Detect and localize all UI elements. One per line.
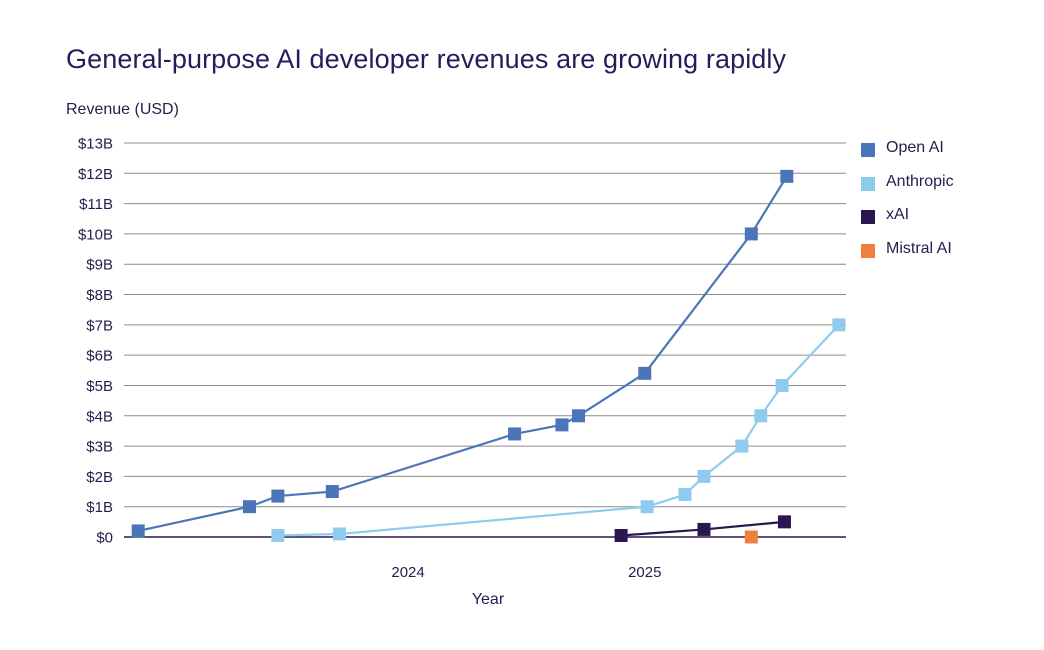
- legend-label: Anthropic: [886, 172, 954, 190]
- data-point-open-ai: [555, 418, 569, 432]
- legend-label: Open AI: [886, 139, 944, 156]
- x-tick-label: 2024: [391, 564, 424, 581]
- data-point-open-ai: [572, 409, 586, 423]
- data-point-open-ai: [271, 489, 285, 503]
- data-point-open-ai: [638, 366, 652, 380]
- y-tick-label: $1B: [86, 499, 113, 516]
- y-tick-label: $9B: [86, 257, 113, 274]
- chart-title: General-purpose AI developer revenues ar…: [66, 44, 787, 74]
- data-point-mistral-ai: [744, 530, 758, 544]
- data-point-anthropic: [678, 488, 692, 502]
- legend-swatch: [861, 176, 875, 191]
- series-lines: [137, 175, 840, 537]
- legend-swatch: [861, 243, 875, 258]
- y-tick-label: $11B: [79, 196, 113, 213]
- y-tick-label: $2B: [86, 469, 113, 486]
- x-axis-label: Year: [471, 591, 505, 608]
- data-point-xai: [614, 528, 628, 542]
- x-tick-label: 2025: [628, 564, 661, 581]
- y-tick-label: $13B: [78, 136, 113, 153]
- gridlines: [124, 142, 846, 538]
- data-point-anthropic: [754, 409, 768, 423]
- y-axis-label: Revenue (USD): [66, 101, 179, 118]
- legend-swatch: [861, 210, 875, 224]
- data-point-anthropic: [640, 500, 654, 514]
- y-tick-label: $8B: [86, 287, 113, 304]
- y-tick-label: $7B: [86, 317, 113, 334]
- data-point-open-ai: [780, 169, 794, 183]
- y-tick-label: $4B: [86, 408, 113, 425]
- y-tick-label: $5B: [86, 378, 113, 395]
- y-tick-labels: $0 $1B $2B $3B $4B $5B $6B $7B $8B $9B $10B $11B $12…: [78, 136, 113, 547]
- data-point-open-ai: [131, 524, 145, 538]
- data-point-xai: [777, 515, 791, 529]
- data-point-anthropic: [271, 528, 285, 542]
- data-point-open-ai: [508, 427, 522, 441]
- data-point-anthropic: [697, 469, 711, 483]
- data-point-anthropic: [735, 439, 749, 453]
- data-point-xai: [697, 522, 711, 536]
- series-line-open-ai: [137, 175, 788, 533]
- y-tick-label: $0: [96, 530, 113, 547]
- data-point-open-ai: [744, 227, 758, 241]
- data-point-open-ai: [242, 500, 256, 514]
- y-tick-label: $10B: [78, 226, 113, 243]
- data-point-anthropic: [775, 378, 789, 392]
- data-point-anthropic: [832, 318, 846, 332]
- y-tick-label: $3B: [86, 439, 113, 456]
- y-tick-label: $6B: [86, 348, 113, 365]
- x-axis-label-wrap: Year: [0, 591, 1044, 609]
- legend-label: xAI: [886, 206, 910, 223]
- legend-label: Mistral AI: [886, 239, 952, 257]
- x-tick-labels: 2024 2025: [391, 564, 661, 581]
- legend-swatch: [861, 143, 875, 157]
- data-point-open-ai: [325, 485, 339, 499]
- y-tick-label: $12B: [78, 166, 113, 183]
- data-point-anthropic: [332, 527, 346, 541]
- series-markers: [131, 169, 846, 544]
